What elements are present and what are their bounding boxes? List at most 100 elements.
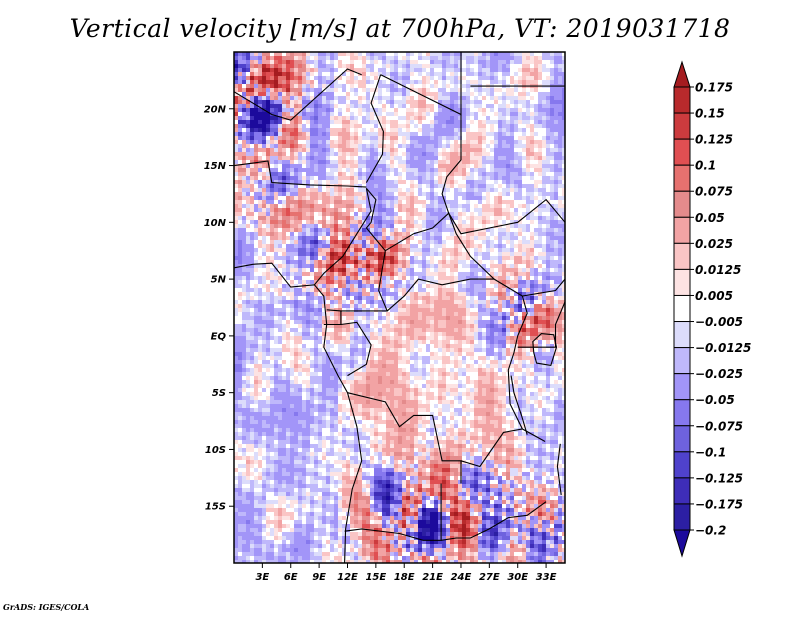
field-cell [522,116,526,120]
field-cell [350,288,354,292]
field-cell [462,320,466,324]
field-cell [366,332,370,336]
field-cell [554,224,558,228]
field-cell [490,320,494,324]
field-cell [330,276,334,280]
field-cell [350,216,354,220]
field-cell [550,168,554,172]
field-cell [350,148,354,152]
field-cell [458,284,462,288]
field-cell [554,152,558,156]
field-cell [474,88,478,92]
field-cell [278,264,282,268]
field-cell [370,68,374,72]
field-cell [490,220,494,224]
field-cell [314,116,318,120]
field-cell [478,248,482,252]
field-cell [530,132,534,136]
field-cell [342,224,346,228]
field-cell [478,128,482,132]
field-cell [238,116,242,120]
field-cell [502,152,506,156]
field-cell [322,100,326,104]
field-cell [482,220,486,224]
field-cell [526,320,530,324]
field-cell [254,112,258,116]
field-cell [466,200,470,204]
field-cell [438,172,442,176]
field-cell [350,172,354,176]
field-cell [486,208,490,212]
field-cell [322,132,326,136]
field-cell [434,220,438,224]
field-cell [258,64,262,68]
field-cell [386,156,390,160]
field-cell [278,280,282,284]
field-cell [394,152,398,156]
field-cell [350,168,354,172]
field-cell [334,120,338,124]
field-cell [406,324,410,328]
field-cell [338,116,342,120]
field-cell [386,316,390,320]
field-cell [418,200,422,204]
field-cell [402,116,406,120]
field-cell [318,240,322,244]
field-cell [562,56,565,60]
field-cell [282,76,286,80]
field-cell [558,68,562,72]
field-cell [330,160,334,164]
field-cell [266,248,270,252]
field-cell [290,100,294,104]
field-cell [326,144,330,148]
field-cell [322,196,326,200]
field-cell [454,324,458,328]
field-cell [498,132,502,136]
field-cell [366,236,370,240]
field-cell [434,160,438,164]
field-cell [294,152,298,156]
field-cell [442,68,446,72]
field-cell [282,228,286,232]
field-cell [546,108,550,112]
field-cell [242,164,246,168]
field-cell [462,204,466,208]
field-cell [394,308,398,312]
field-cell [506,312,510,316]
field-cell [254,188,258,192]
field-cell [338,64,342,68]
field-cell [434,84,438,88]
field-cell [250,136,254,140]
field-cell [370,88,374,92]
field-cell [330,76,334,80]
field-cell [518,144,522,148]
field-cell [366,280,370,284]
field-cell [462,208,466,212]
field-cell [546,92,550,96]
field-cell [422,308,426,312]
field-cell [246,88,250,92]
field-cell [302,260,306,264]
field-cell [270,308,274,312]
field-cell [346,192,350,196]
field-cell [234,60,238,64]
field-cell [502,312,506,316]
field-cell [370,256,374,260]
field-cell [322,164,326,168]
field-cell [422,324,426,328]
field-cell [242,144,246,148]
field-cell [450,324,454,328]
field-cell [498,232,502,236]
field-cell [234,240,238,244]
field-cell [366,168,370,172]
field-cell [414,80,418,84]
field-cell [454,56,458,60]
field-cell [334,316,338,320]
field-cell [294,64,298,68]
field-cell [310,88,314,92]
field-cell [422,312,426,316]
field-cell [278,328,282,332]
field-cell [514,80,518,84]
field-cell [338,224,342,228]
field-cell [378,128,382,132]
